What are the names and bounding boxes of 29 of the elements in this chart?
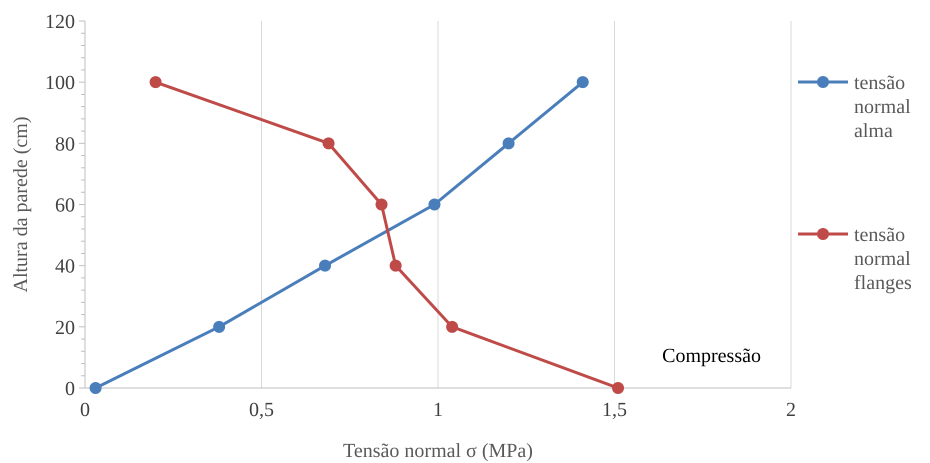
annotation: Compressão [662,345,761,367]
y-tick-label: 80 [55,133,75,156]
point [90,382,102,394]
point [150,76,162,88]
point [612,382,624,394]
point [213,320,226,333]
y-tick-label: 20 [55,316,75,339]
point [576,76,589,88]
y-tick-label: 100 [45,72,75,94]
y-tick-label: 40 [55,256,75,278]
point [502,137,515,150]
point [319,260,332,272]
legend-label: tensão normal alma [854,72,912,142]
y-tick-label: 0 [65,378,75,400]
y-tick-label: 60 [55,194,75,216]
legend-label: tensão normal flanges [854,224,912,294]
x-axis-title: Tensão normal σ (MPa) [343,440,533,462]
x-tick-label: 2 [786,399,796,421]
point [322,137,335,150]
point [390,260,402,272]
x-tick-label: 0,5 [249,399,274,421]
x-tick-label: 1 [433,399,443,421]
y-axis-title: Altura da parede (cm) [10,116,32,293]
point [428,198,440,210]
point [376,198,388,210]
y-tick-label: 120 [45,11,75,33]
x-tick-label: 0 [80,399,90,421]
x-tick-label: 1,5 [602,399,627,421]
point [446,320,458,333]
